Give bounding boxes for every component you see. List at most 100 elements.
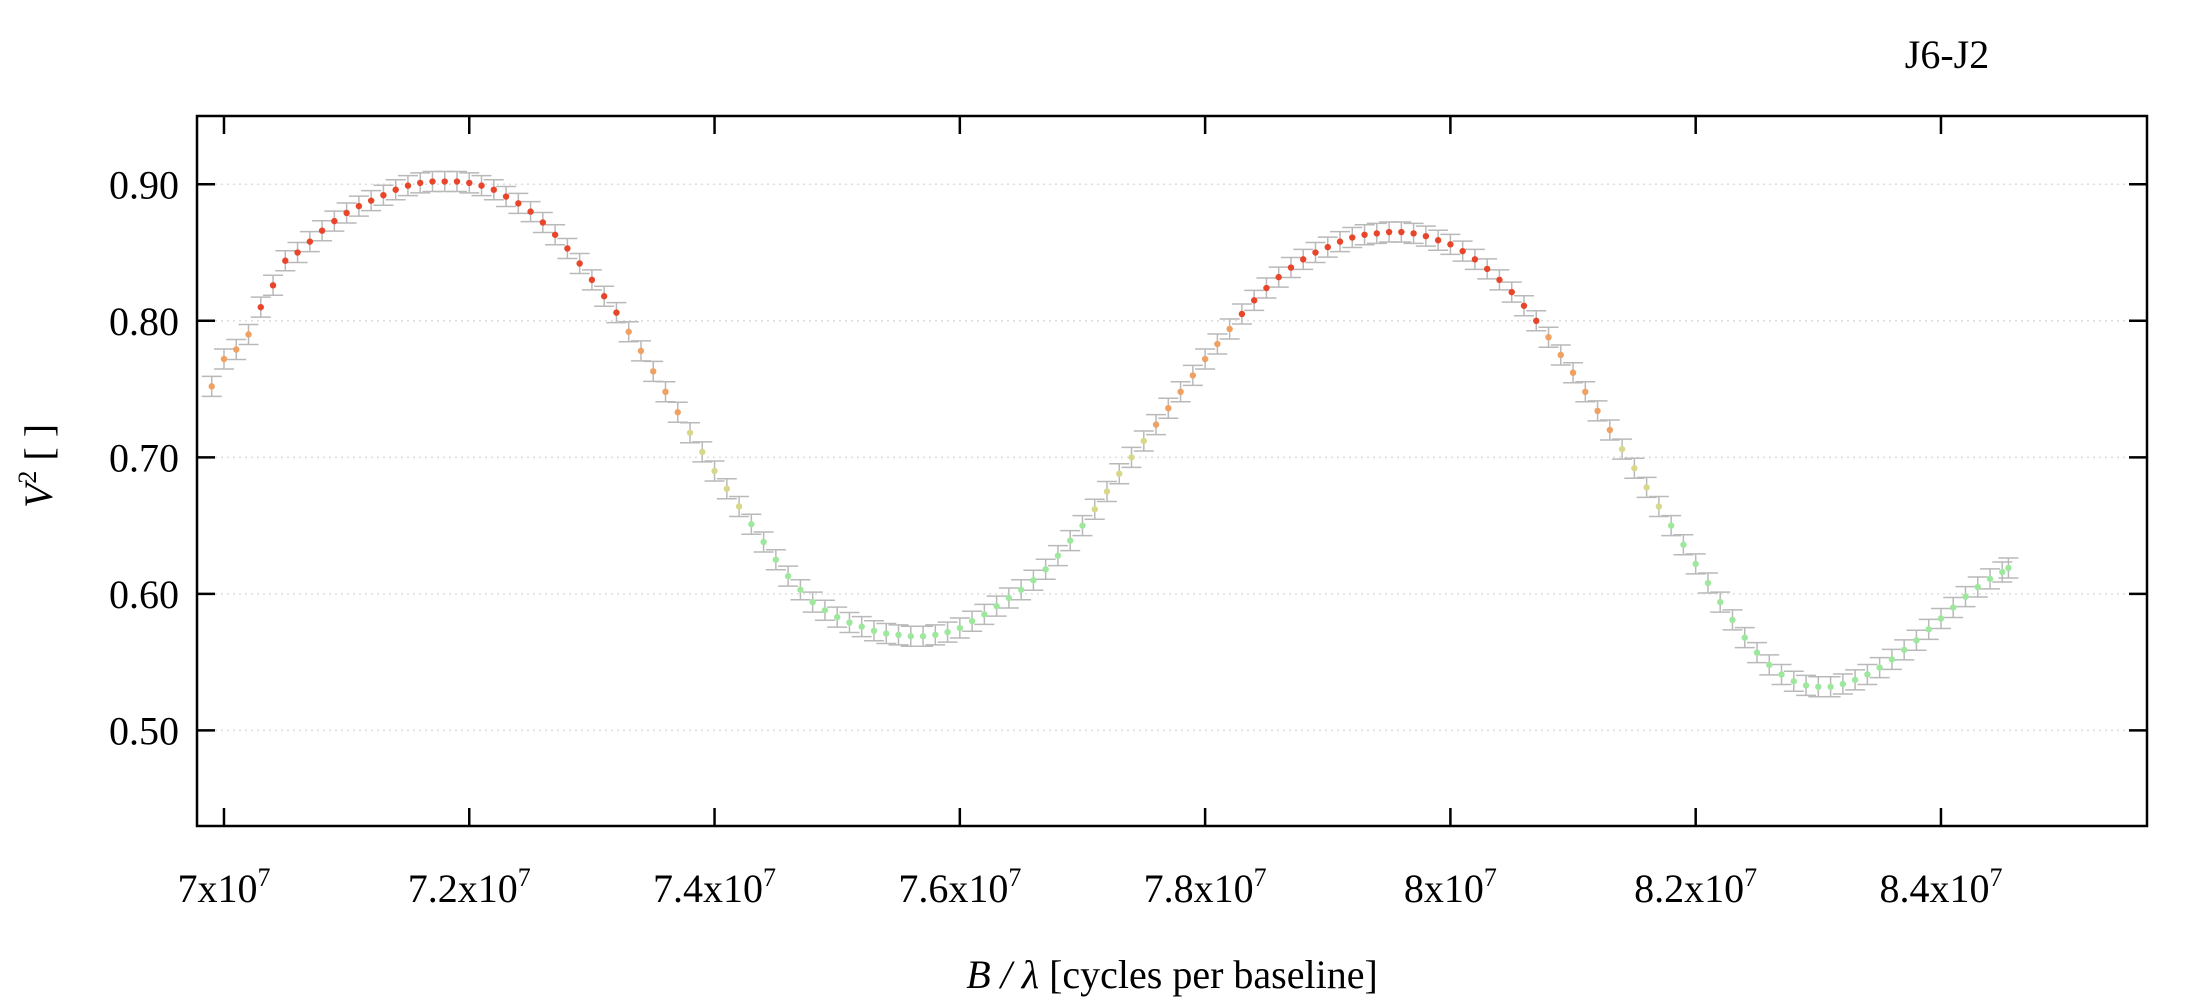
data-point bbox=[429, 178, 436, 185]
data-point bbox=[515, 200, 522, 207]
x-tick-label: 8.4x107 bbox=[1879, 863, 2002, 911]
data-point bbox=[441, 178, 448, 185]
data-point bbox=[1128, 454, 1135, 461]
y-tick-label: 0.50 bbox=[109, 708, 179, 753]
data-point bbox=[466, 179, 473, 187]
data-point bbox=[2005, 564, 2012, 572]
data-point bbox=[404, 182, 412, 189]
data-point bbox=[1496, 276, 1503, 284]
data-point bbox=[1312, 249, 1319, 256]
data-point bbox=[1533, 317, 1540, 325]
data-point bbox=[1250, 297, 1258, 304]
data-point bbox=[282, 257, 289, 264]
x-tick-label: 7.6x107 bbox=[898, 863, 1021, 911]
data-point bbox=[1900, 646, 1908, 654]
data-point bbox=[1287, 264, 1295, 271]
data-point bbox=[735, 503, 743, 510]
data-point bbox=[1937, 615, 1945, 622]
data-point bbox=[674, 409, 681, 416]
data-point bbox=[1422, 232, 1430, 240]
data-point bbox=[1582, 388, 1589, 396]
data-point bbox=[1165, 404, 1172, 412]
data-point bbox=[1508, 288, 1515, 296]
data-point bbox=[1876, 664, 1883, 671]
data-point bbox=[490, 186, 497, 193]
plot-frame bbox=[195, 114, 2149, 828]
data-point bbox=[1655, 503, 1663, 510]
data-point bbox=[833, 613, 841, 621]
data-point bbox=[1569, 369, 1577, 376]
data-point bbox=[1275, 273, 1282, 281]
data-point bbox=[502, 193, 510, 200]
data-point bbox=[637, 347, 645, 355]
data-point bbox=[1042, 566, 1049, 573]
data-point bbox=[907, 633, 914, 640]
y-tick-labels: 0.50 0.60 0.70 0.80 0.90 bbox=[109, 162, 179, 753]
data-point bbox=[576, 260, 583, 267]
data-point bbox=[858, 623, 865, 630]
data-point bbox=[1790, 678, 1797, 685]
data-point bbox=[1631, 465, 1638, 472]
data-point bbox=[956, 624, 964, 632]
data-point bbox=[1827, 683, 1834, 690]
data-point bbox=[539, 219, 547, 226]
data-point bbox=[784, 572, 792, 580]
data-point bbox=[220, 355, 228, 363]
y-axis-label: V2 [ ] bbox=[13, 424, 61, 508]
y-axis-label-superscript: 2 bbox=[13, 471, 42, 484]
data-point bbox=[613, 309, 620, 316]
data-point bbox=[895, 631, 902, 639]
data-point bbox=[1349, 234, 1356, 241]
data-point bbox=[1913, 637, 1920, 644]
data-point bbox=[1962, 593, 1969, 600]
data-point bbox=[1888, 656, 1896, 663]
data-point bbox=[257, 303, 264, 311]
data-point bbox=[1704, 579, 1712, 587]
data-point bbox=[1974, 583, 1981, 591]
data-point bbox=[1766, 661, 1773, 669]
data-point bbox=[870, 627, 878, 634]
data-point bbox=[1606, 426, 1614, 434]
data-point bbox=[233, 346, 240, 353]
error-bars bbox=[201, 170, 2019, 698]
data-point bbox=[944, 628, 951, 636]
data-point bbox=[453, 178, 461, 185]
data-point bbox=[1545, 333, 1552, 341]
data-point bbox=[1483, 265, 1491, 273]
data-point bbox=[821, 607, 829, 614]
data-point bbox=[1324, 243, 1331, 251]
data-point bbox=[625, 328, 632, 335]
data-point bbox=[1815, 683, 1822, 690]
data-point bbox=[392, 186, 399, 193]
data-point bbox=[723, 485, 731, 492]
data-point bbox=[686, 429, 694, 436]
axis-ticks bbox=[197, 116, 2147, 826]
data-point bbox=[1864, 671, 1871, 678]
data-point bbox=[650, 368, 657, 375]
data-point bbox=[1385, 228, 1393, 236]
grid-lines bbox=[197, 183, 2147, 732]
y-tick-label: 0.80 bbox=[109, 299, 179, 344]
data-point bbox=[1054, 552, 1062, 559]
data-point bbox=[600, 293, 608, 300]
data-point bbox=[1238, 310, 1246, 318]
data-point bbox=[367, 197, 375, 204]
data-point bbox=[1557, 351, 1564, 359]
x-tick-label: 7.8x107 bbox=[1144, 863, 1267, 911]
data-point bbox=[1226, 325, 1233, 333]
data-point bbox=[932, 631, 939, 639]
data-point bbox=[1618, 445, 1626, 453]
data-point bbox=[1263, 284, 1270, 292]
data-point bbox=[1459, 247, 1466, 255]
data-point bbox=[527, 208, 534, 215]
data-point bbox=[662, 388, 669, 396]
data-point bbox=[797, 586, 804, 593]
x-tick-label: 8.2x107 bbox=[1634, 863, 1757, 911]
data-points bbox=[208, 178, 2012, 690]
data-point bbox=[1851, 676, 1859, 684]
data-point bbox=[1667, 522, 1675, 529]
data-point bbox=[1091, 506, 1098, 513]
data-point bbox=[1410, 230, 1417, 237]
data-point bbox=[1717, 598, 1724, 606]
data-point bbox=[1925, 626, 1932, 633]
